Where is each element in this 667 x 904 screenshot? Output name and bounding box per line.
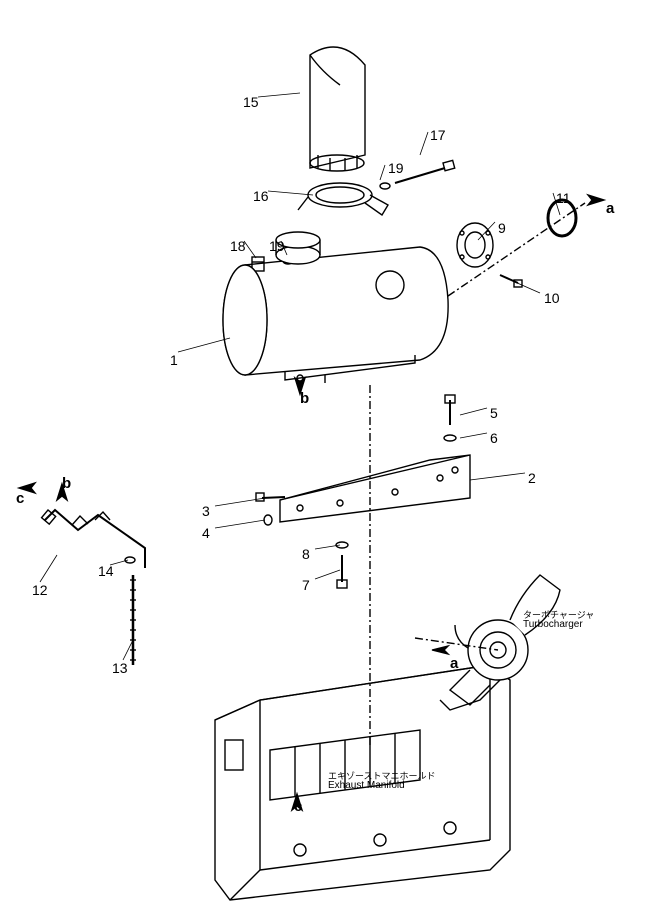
callout-2: 2 <box>528 470 536 486</box>
callout-17: 17 <box>430 127 446 143</box>
callout-6: 6 <box>490 430 498 446</box>
callout-9: 9 <box>498 220 506 236</box>
section-marker-a2: a <box>450 655 458 672</box>
callout-4: 4 <box>202 525 210 541</box>
callout-5: 5 <box>490 405 498 421</box>
callout-11: 11 <box>556 190 571 206</box>
callout-7: 7 <box>302 577 310 593</box>
section-marker-c2: c <box>294 798 302 815</box>
callout-16: 16 <box>253 188 269 204</box>
section-marker-b1: b <box>300 390 309 407</box>
callout-13: 13 <box>112 660 128 676</box>
callout-10: 10 <box>544 290 560 306</box>
manifold-en: Exhaust Manifold <box>328 780 405 791</box>
callout-15: 15 <box>243 94 259 110</box>
section-marker-a1: a <box>606 200 614 217</box>
callout-3: 3 <box>202 503 210 519</box>
section-marker-b2: b <box>62 475 71 492</box>
callout-19b: 19 <box>269 238 285 254</box>
callout-1: 1 <box>170 352 178 368</box>
callout-19a: 19 <box>388 160 404 176</box>
section-marker-c1: c <box>16 490 24 507</box>
callout-12: 12 <box>32 582 48 598</box>
turbo-en: Turbocharger <box>523 619 583 630</box>
callout-18: 18 <box>230 238 246 254</box>
callout-14: 14 <box>98 563 114 579</box>
callout-8: 8 <box>302 546 310 562</box>
